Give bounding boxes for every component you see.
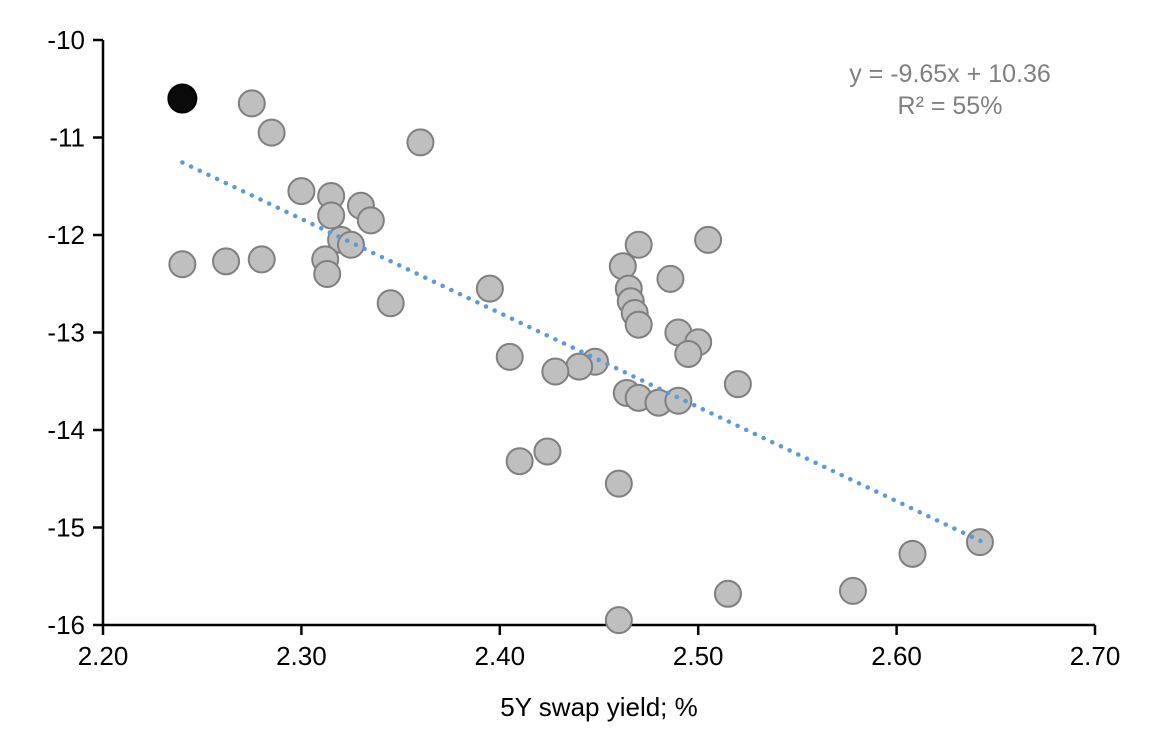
- y-tick-label: -16: [47, 610, 85, 640]
- y-tick-label: -13: [47, 318, 85, 348]
- scatter-point-observations: [674, 339, 703, 368]
- y-tick-label: -14: [47, 415, 85, 445]
- scatter-point-observations: [212, 247, 241, 276]
- scatter-point-observations: [168, 250, 197, 279]
- scatter-point-observations: [356, 206, 385, 235]
- y-tick-label: -15: [47, 513, 85, 543]
- y-tick-label: -11: [49, 123, 85, 153]
- x-tick-label: 2.50: [673, 641, 724, 671]
- scatter-point-observations: [713, 579, 742, 608]
- scatter-point-observations: [247, 245, 276, 274]
- r-squared-label: R² = 55%: [897, 92, 1003, 120]
- scatter-point-observations: [838, 576, 867, 605]
- scatter-point-observations: [565, 352, 594, 381]
- scatter-point-observations: [313, 260, 342, 288]
- x-tick-label: 2.40: [474, 641, 525, 671]
- scatter-point-observations: [237, 89, 266, 118]
- scatter-point-observations: [624, 230, 653, 259]
- scatter-point-observations: [694, 225, 723, 254]
- trendline-equation-label: y = -9.65x + 10.36: [849, 60, 1051, 88]
- scatter-point-observations: [337, 230, 365, 259]
- trendline: [180, 160, 989, 546]
- scatter-point-observations: [604, 606, 633, 635]
- scatter-point-observations: [656, 264, 685, 293]
- x-tick-label: 2.70: [1070, 641, 1121, 671]
- x-tick-label: 2.20: [78, 641, 129, 671]
- x-tick-label: 2.60: [871, 641, 922, 671]
- scatter-point-observations: [898, 539, 927, 568]
- scatter-point-observations: [257, 118, 286, 147]
- scatter-point-observations: [723, 370, 752, 399]
- scatter-point-observations: [475, 274, 504, 303]
- scatter-point-observations: [533, 437, 562, 466]
- scatter-point-observations: [376, 289, 405, 318]
- y-tick-label: -12: [47, 220, 85, 250]
- scatter-point-observations: [664, 386, 693, 415]
- scatter-point-observations: [495, 342, 524, 371]
- scatter-point-highlight: [167, 83, 198, 114]
- x-axis-title: 5Y swap yield; %: [500, 692, 698, 722]
- scatter-point-observations: [541, 357, 570, 386]
- scatter-point-observations: [505, 447, 534, 476]
- scatter-point-observations: [624, 310, 653, 339]
- scatter-point-observations: [604, 469, 633, 498]
- x-tick-label: 2.30: [276, 641, 327, 671]
- scatter-point-observations: [287, 177, 316, 206]
- scatter-point-observations: [406, 128, 435, 157]
- y-tick-label: -10: [47, 25, 85, 55]
- scatter-point-observations: [317, 201, 346, 230]
